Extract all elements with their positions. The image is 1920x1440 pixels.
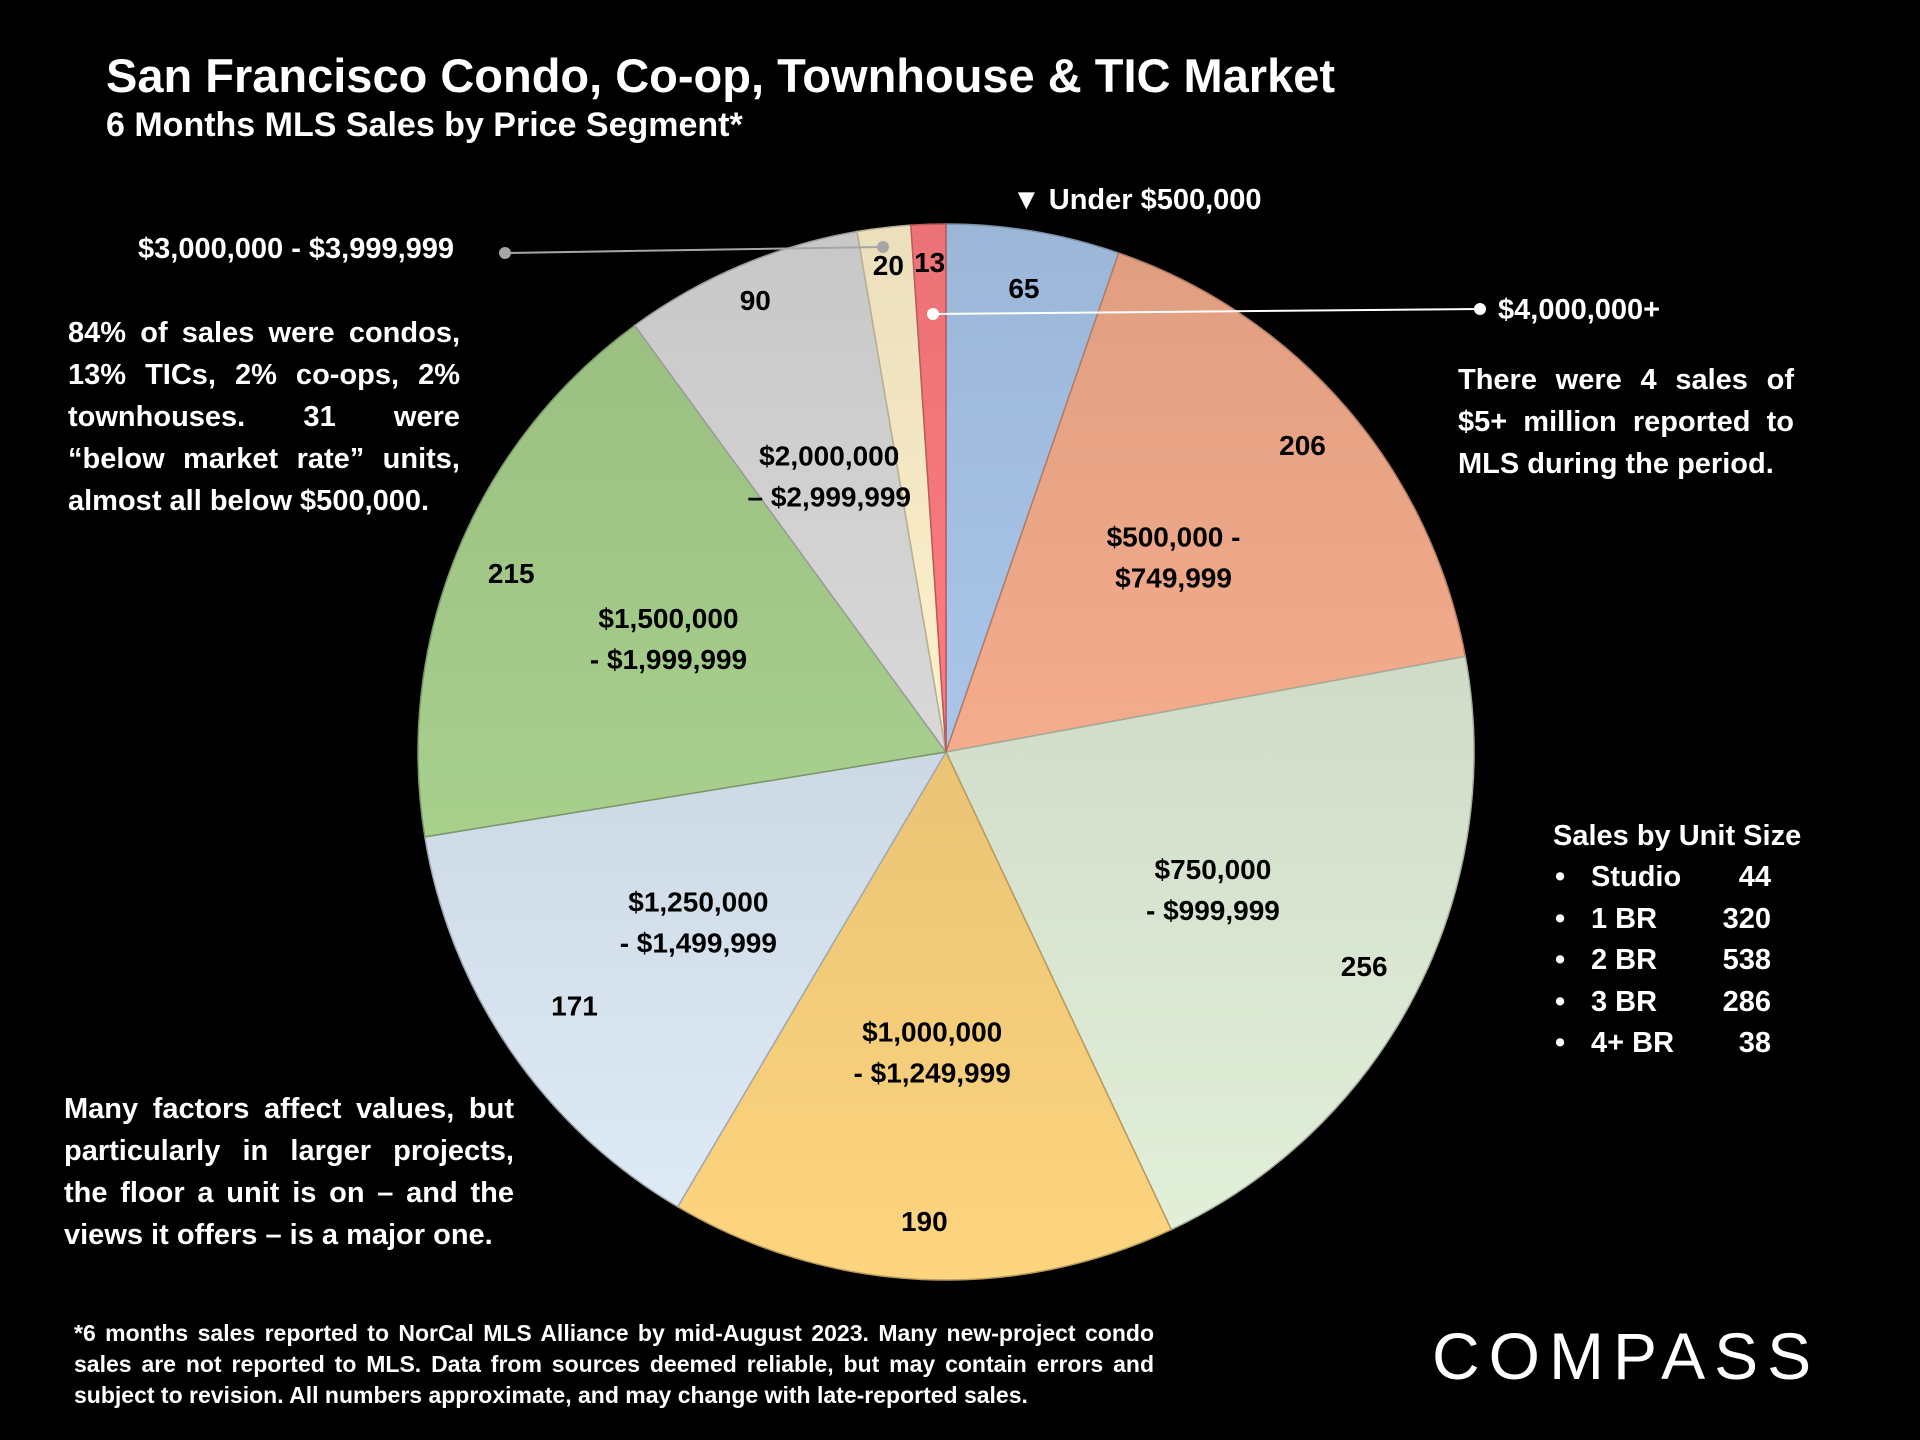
pie-slice: [944, 252, 1467, 753]
unit-size-count: 44: [1738, 861, 1771, 893]
unit-size-label: 3 BR: [1591, 985, 1658, 1018]
slice-value-label: 190: [901, 1206, 948, 1237]
bullet-icon: •: [1555, 902, 1566, 935]
note-five-million-sales: There were 4 sales of $5+ million report…: [1458, 364, 1794, 480]
slice-category-label: $1,250,000- $1,499,999: [620, 886, 777, 958]
pie-slice: [945, 223, 1120, 753]
callout-3m: $3,000,000 - $3,999,999: [138, 233, 455, 265]
slice-category-label: $750,000- $999,999: [1146, 854, 1280, 926]
unit-size-count: 286: [1722, 985, 1771, 1018]
unit-size-label: 1 BR: [1591, 902, 1658, 935]
note-property-types: 84% of sales were condos, 13% TICs, 2% c…: [68, 317, 460, 517]
slice-value-label: 20: [873, 250, 904, 281]
slice-value-label: 215: [488, 558, 535, 589]
slice-value-label: 65: [1008, 273, 1039, 304]
bullet-icon: •: [1555, 861, 1566, 893]
unit-size-row: • 3 BR 286: [1553, 982, 1801, 1024]
bullet-icon: •: [1555, 985, 1566, 1018]
unit-size-count: 538: [1722, 944, 1771, 976]
slice-category-label: $1,000,000- $1,249,999: [854, 1017, 1011, 1089]
leader-line-3m: [504, 246, 884, 254]
unit-size-label: 4+ BR: [1591, 1027, 1675, 1059]
slice-category-label: $500,000 -$749,999: [1107, 521, 1241, 593]
compass-logo: COMPASS: [1432, 1319, 1821, 1393]
unit-size-title: Sales by Unit Size: [1553, 820, 1802, 852]
unit-size-table: Sales by Unit Size • Studio 44 • 1 BR 320 • 2…: [1553, 815, 1801, 1065]
unit-size-row: • 2 BR 538: [1553, 940, 1801, 982]
slice-category-label: $2,000,000– $2,999,999: [747, 441, 911, 513]
leader-dot-4m-inner: [927, 308, 939, 320]
chart-subtitle: 6 Months MLS Sales by Price Segment*: [106, 106, 743, 144]
slice-value-label: 171: [551, 990, 598, 1021]
pie-slice: [676, 750, 1173, 1281]
bullet-icon: •: [1555, 944, 1566, 976]
slice-category-label: $1,500,000- $1,999,999: [590, 603, 747, 675]
unit-size-row: • 4+ BR 38: [1553, 1023, 1801, 1065]
unit-size-count: 38: [1738, 1027, 1771, 1059]
bullet-icon: •: [1555, 1027, 1566, 1059]
leader-dot-3m-outer: [499, 247, 511, 259]
pie-slice: [633, 230, 947, 753]
slice-value-label: 256: [1341, 951, 1388, 982]
leader-dot-4m-outer: [1474, 303, 1486, 315]
leader-dot-3m-inner: [877, 241, 889, 253]
pie-slice: [910, 223, 947, 753]
chart-title: San Francisco Condo, Co-op, Townhouse & …: [106, 49, 1336, 102]
unit-size-label: 2 BR: [1591, 944, 1658, 976]
unit-size-count: 320: [1722, 902, 1771, 935]
slice-value-label: 90: [740, 285, 771, 316]
slice-value-label: 206: [1279, 430, 1326, 461]
callout-4m-plus: $4,000,000+: [1498, 294, 1661, 326]
unit-size-row: • Studio 44: [1553, 857, 1801, 899]
callout-under-500k: ▼ Under $500,000: [1012, 184, 1262, 216]
pie-slice: [424, 751, 948, 1208]
note-value-factors: Many factors affect values, but particul…: [64, 1093, 514, 1251]
slice-value-label: 13: [914, 247, 945, 278]
unit-size-row: • 1 BR 320: [1553, 899, 1801, 941]
leader-line-4m: [932, 308, 1481, 315]
footnote: *6 months sales reported to NorCal MLS A…: [74, 1320, 1154, 1408]
pie-slice: [417, 324, 948, 838]
unit-size-label: Studio: [1591, 861, 1682, 893]
pie-slice: [944, 655, 1475, 1231]
